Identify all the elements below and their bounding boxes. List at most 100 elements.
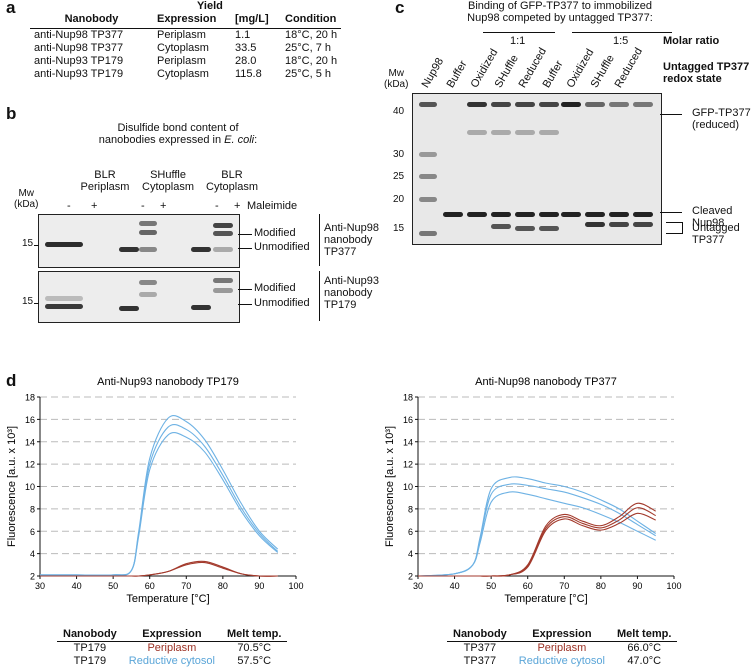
redox-label: Untagged TP377 redox state (663, 61, 749, 85)
cell: Cytoplasm (157, 42, 209, 54)
band (491, 212, 511, 217)
mw-line1: Mw (18, 188, 34, 199)
molar-ratio-label: Molar ratio (663, 35, 720, 47)
band (467, 102, 487, 107)
y-tick-label: 18 (403, 393, 413, 403)
gel-top (38, 214, 240, 268)
panel-b-title-line2: nanobodies expressed in E. coli: (58, 134, 298, 146)
lane-label: Nup98 (419, 55, 447, 90)
unmodified-label-bottom: Unmodified (254, 297, 310, 309)
cell: 25°C, 7 h (285, 42, 331, 54)
tick (660, 212, 682, 213)
y-tick-label: 10 (403, 482, 413, 492)
band (491, 224, 511, 229)
band (633, 212, 653, 217)
title-line: Nup98 competed by untagged TP377: (467, 12, 653, 24)
x-tick-label: 90 (254, 581, 264, 591)
title-italic: E. coli (224, 134, 255, 146)
lane-signs: - + - + - + (58, 200, 258, 214)
group-line2: Periplasm (80, 181, 130, 193)
band (45, 242, 83, 247)
col-nanobody: Nanobody (64, 13, 119, 25)
cytosol-melt-curve (417, 476, 657, 577)
untagged-label: Untagged TP377 (692, 222, 740, 246)
ratio-1: 1:1 (510, 35, 526, 47)
table-row: anti-Nup98 TP377 Periplasm 1.1 18°C, 20 … (30, 29, 341, 43)
panel-b-title-line1: Disulfide bond content of (117, 122, 239, 134)
ratio-2: 1:5 (613, 35, 629, 47)
band (213, 278, 233, 283)
band (139, 292, 157, 297)
band (561, 102, 581, 107)
band (467, 212, 487, 217)
target-line: Anti-Nup98 (324, 222, 380, 234)
modified-label-top: Modified (254, 227, 296, 239)
panel-b-mw: Mw (kDa) (14, 188, 38, 210)
cell: 25°C, 5 h (285, 68, 331, 80)
panel-b-label: b (6, 104, 17, 123)
target-line: TP179 (324, 299, 357, 311)
target-line: Anti-Nup93 (324, 275, 380, 287)
group-line1: BLR (94, 169, 116, 181)
marker-25: 25 (393, 171, 405, 182)
lane-label: Reduced (612, 45, 646, 90)
y-tick-label: 6 (408, 527, 413, 537)
y-tick-label: 10 (25, 482, 35, 492)
tick (34, 303, 39, 304)
chart-title: Anti-Nup93 nanobody TP179 (97, 376, 239, 388)
cell: TP179 (73, 655, 107, 667)
table-row: anti-Nup93 TP179 Periplasm 28.0 18°C, 20… (30, 55, 341, 68)
lane-sign: - (67, 200, 71, 212)
x-tick-label: 30 (413, 581, 423, 591)
lane-sign: + (160, 200, 167, 212)
modified-label-bottom: Modified (254, 282, 296, 294)
band (191, 247, 211, 252)
lane-sign: - (141, 200, 145, 212)
gfp-line: (reduced) (692, 119, 740, 131)
band (515, 212, 535, 217)
band (419, 152, 437, 157)
target-bottom: Anti-Nup93 nanobody TP179 (324, 275, 379, 311)
melt-table-right: Nanobody Expression Melt temp. TP377 Per… (447, 628, 678, 668)
x-tick-label: 30 (35, 581, 45, 591)
header-cell: Nanobody (57, 628, 123, 642)
x-tick-label: 90 (632, 581, 642, 591)
cell: 115.8 (235, 68, 262, 80)
cell: Periplasm (537, 642, 587, 654)
band (633, 222, 653, 227)
band (585, 222, 605, 227)
table-row: TP377 Periplasm 66.0°C (447, 642, 677, 656)
group-line2: Cytoplasm (206, 181, 258, 193)
band (139, 247, 157, 252)
y-axis-label: Fluorescence [a.u. x 10³] (6, 426, 18, 547)
cell: 70.5°C (237, 642, 272, 654)
y-tick-label: 14 (25, 437, 35, 447)
x-tick-label: 70 (181, 581, 191, 591)
target-line: TP377 (324, 246, 357, 258)
target-line: nanobody (324, 234, 373, 246)
cell: anti-Nup93 TP179 (34, 68, 124, 80)
band (491, 130, 511, 135)
y-tick-label: 4 (408, 549, 413, 559)
cytosol-melt-curve (417, 483, 657, 577)
y-tick-label: 2 (408, 572, 413, 582)
table-row: TP179 Periplasm 70.5°C (57, 642, 287, 656)
band (119, 306, 139, 311)
panel-b-title: Disulfide bond content of nanobodies exp… (58, 122, 298, 146)
x-tick-label: 40 (450, 581, 460, 591)
band (515, 130, 535, 135)
marker-15-bottom: 15 (22, 296, 34, 307)
x-tick-label: 100 (288, 581, 303, 591)
group-line2: Cytoplasm (142, 181, 194, 193)
y-tick-label: 8 (408, 504, 413, 514)
gfp-line: GFP-TP377 (692, 107, 751, 119)
lane-sign: + (234, 200, 241, 212)
band (609, 212, 629, 217)
y-tick-label: 18 (25, 393, 35, 403)
cleaved-label: Cleaved Nup98 (692, 205, 733, 229)
title-suffix: : (254, 134, 258, 146)
x-tick-label: 60 (523, 581, 533, 591)
cell: anti-Nup98 TP377 (34, 29, 124, 41)
cell: anti-Nup93 TP179 (34, 55, 124, 67)
ratio-line (483, 32, 555, 33)
